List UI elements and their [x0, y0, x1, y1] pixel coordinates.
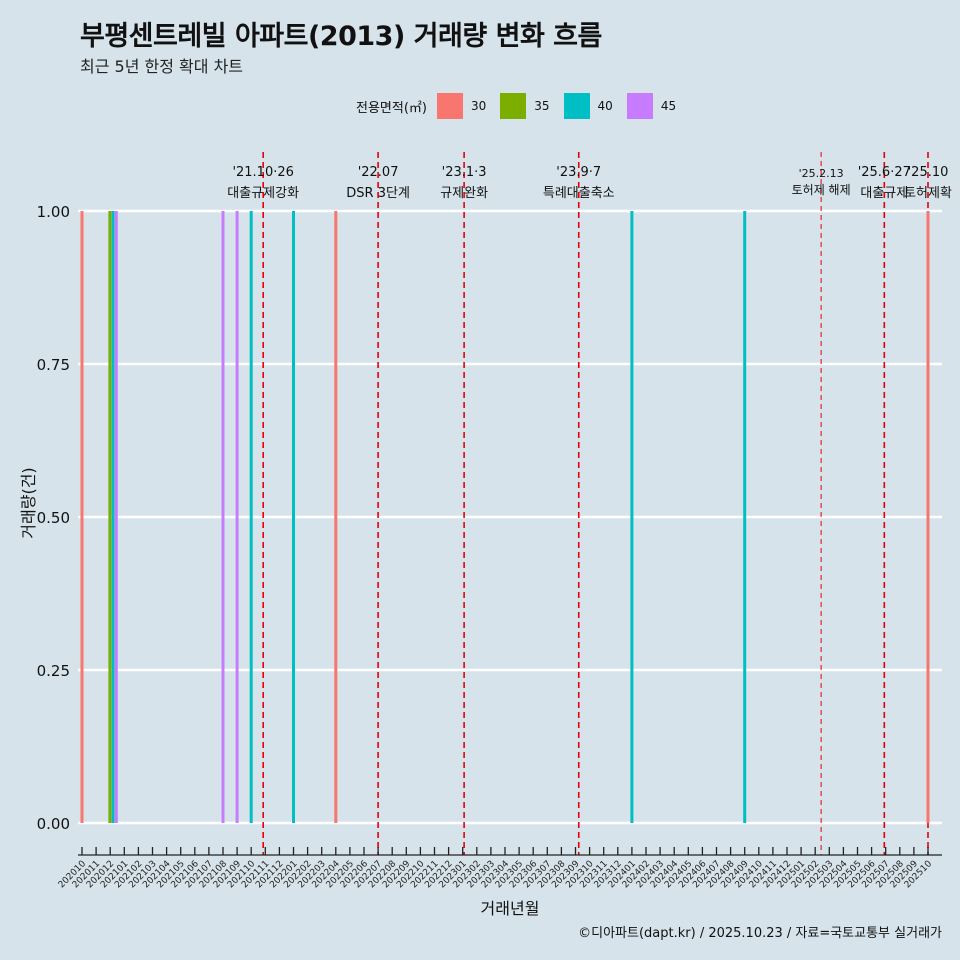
policy-date: '21.10·26 [232, 165, 293, 180]
y-tick-label: 0.50 [37, 509, 70, 527]
bar-30 [334, 211, 338, 823]
policy-label: 규제완화 [440, 186, 488, 201]
policy-date: '23.1·3 [442, 165, 487, 180]
bar-30 [80, 211, 84, 823]
policy-date: '25.6·27 [858, 165, 911, 180]
y-tick-label: 1.00 [37, 203, 70, 221]
policy-date: '23.9·7 [556, 165, 601, 180]
bar-40 [630, 211, 634, 823]
bar-45 [235, 211, 239, 823]
legend-swatch-30 [436, 93, 463, 119]
legend-label-40: 40 [597, 99, 613, 113]
bar-45 [221, 211, 225, 823]
legend-item-40: 40 [563, 93, 613, 119]
policy-label: DSR 3단계 [346, 186, 410, 201]
legend-swatch-40 [563, 93, 590, 119]
policy-date: '22.07 [358, 165, 399, 180]
legend-label-35: 35 [534, 99, 550, 113]
legend-swatch-35 [500, 93, 527, 119]
policy-label: 대출규제 [860, 186, 908, 201]
source-caption: ©디아파트(dapt.kr) / 2025.10.23 / 자료=국토교통부 실… [578, 926, 942, 941]
bar-40 [292, 211, 295, 823]
legend-item-30: 30 [436, 93, 487, 119]
policy-label: 토허제확 [904, 186, 952, 201]
policy-date: '25.10 [908, 165, 949, 180]
y-tick-label: 0.75 [37, 356, 70, 374]
bar-40 [743, 211, 747, 823]
chart-title: 부평센트레빌 아파트(2013) 거래량 변화 흐름 [80, 21, 602, 52]
bar-45 [114, 211, 118, 823]
x-axis-title: 거래년월 [481, 899, 540, 918]
y-tick-label: 0.00 [37, 815, 70, 833]
policy-label: 특례대출축소 [543, 186, 615, 201]
legend-label-45: 45 [660, 99, 677, 113]
y-axis-title: 거래량(건) [19, 467, 38, 538]
legend-swatch-45 [626, 93, 653, 119]
bar-40 [111, 211, 115, 823]
policy-label: 토허제 해제 [792, 183, 851, 197]
bar-35 [108, 211, 112, 823]
legend-item-35: 35 [500, 93, 550, 119]
legend-label-30: 30 [470, 99, 487, 113]
legend-title: 전용면적(㎡) [356, 100, 427, 116]
legend: 전용면적(㎡) 30 35 40 45 [356, 92, 690, 120]
bar-40 [249, 211, 253, 823]
policy-date: '25.2.13 [799, 167, 844, 180]
bar-30 [926, 211, 930, 823]
policy-label: 대출규제강화 [227, 186, 299, 201]
chart-subtitle: 최근 5년 한정 확대 차트 [80, 57, 244, 76]
legend-item-45: 45 [626, 93, 677, 119]
y-tick-label: 0.25 [37, 662, 70, 680]
